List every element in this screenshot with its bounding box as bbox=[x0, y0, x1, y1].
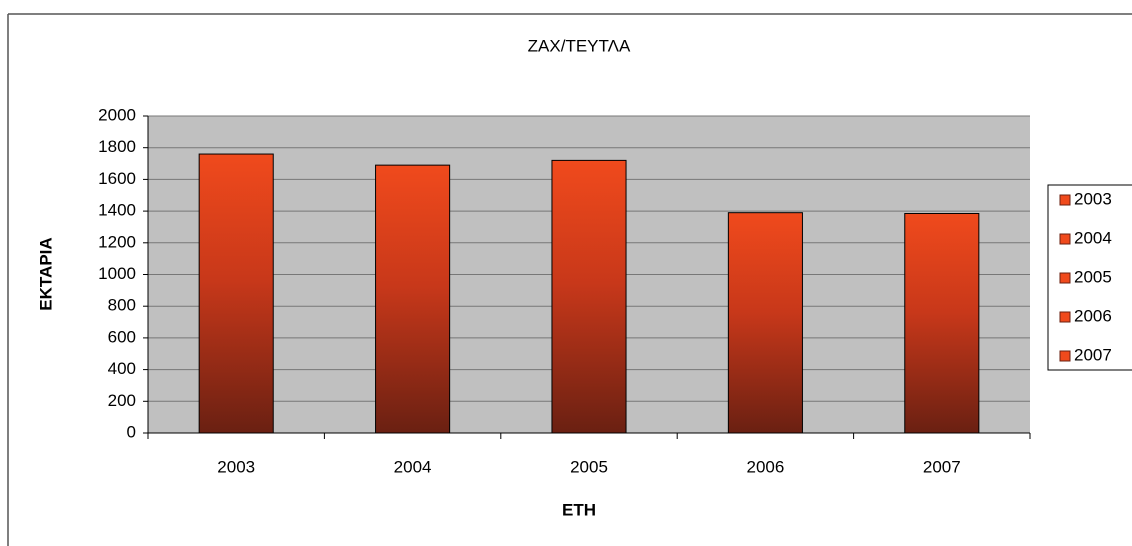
y-tick-label: 1200 bbox=[98, 232, 136, 251]
x-tick-label: 2006 bbox=[746, 457, 784, 476]
legend-swatch bbox=[1059, 233, 1071, 245]
y-axis-label: ΕΚΤΑΡΙΑ bbox=[36, 237, 55, 310]
y-tick-label: 1400 bbox=[98, 201, 136, 220]
y-tick-label: 600 bbox=[108, 327, 136, 346]
bar bbox=[904, 212, 980, 434]
legend-label: 2003 bbox=[1074, 189, 1112, 208]
legend-swatch bbox=[1059, 350, 1071, 362]
legend-label: 2004 bbox=[1074, 228, 1112, 247]
x-tick-label: 2007 bbox=[923, 457, 961, 476]
bar bbox=[198, 153, 274, 434]
y-tick-label: 0 bbox=[127, 422, 136, 441]
y-tick-label: 1800 bbox=[98, 137, 136, 156]
y-tick-label: 1600 bbox=[98, 169, 136, 188]
x-tick-label: 2005 bbox=[570, 457, 608, 476]
legend-swatch bbox=[1059, 272, 1071, 284]
y-tick-label: 2000 bbox=[98, 105, 136, 124]
y-tick-label: 400 bbox=[108, 359, 136, 378]
legend-swatch bbox=[1059, 194, 1071, 206]
legend-label: 2005 bbox=[1074, 267, 1112, 286]
bar bbox=[551, 159, 627, 434]
legend-label: 2006 bbox=[1074, 306, 1112, 325]
bar bbox=[727, 212, 803, 434]
legend-swatch bbox=[1059, 311, 1071, 323]
y-tick-label: 200 bbox=[108, 391, 136, 410]
x-tick-label: 2003 bbox=[217, 457, 255, 476]
y-tick-label: 1000 bbox=[98, 264, 136, 283]
x-axis-label: ΕΤΗ bbox=[562, 500, 596, 519]
bar bbox=[375, 164, 451, 434]
y-tick-label: 800 bbox=[108, 296, 136, 315]
x-tick-label: 2004 bbox=[394, 457, 432, 476]
chart-title: ΖΑΧ/ΤΕΥΤΛΑ bbox=[528, 36, 631, 55]
legend-label: 2007 bbox=[1074, 345, 1112, 364]
